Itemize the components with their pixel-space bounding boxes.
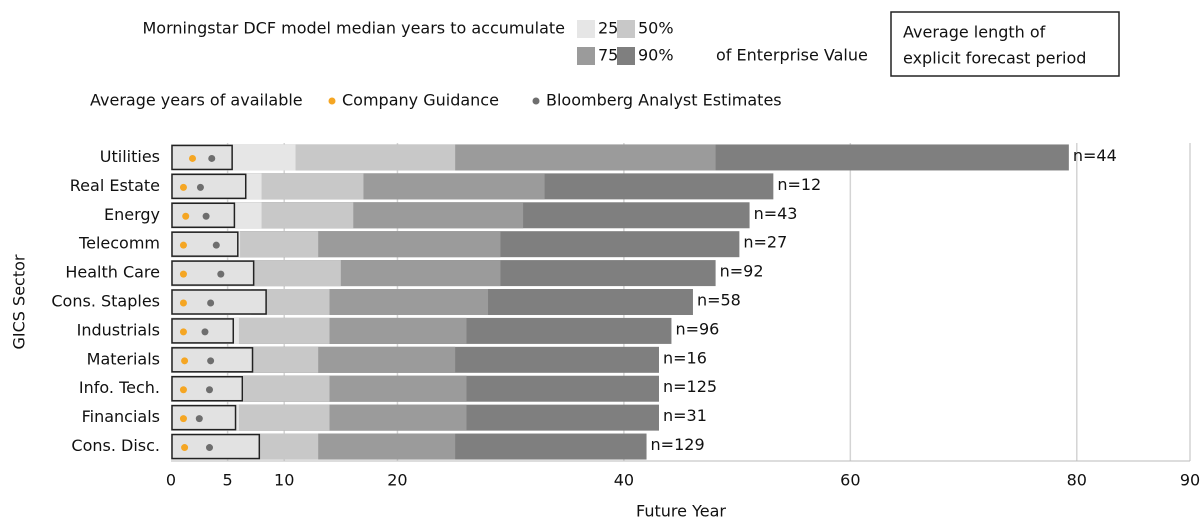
n-label: n=16 — [663, 348, 707, 367]
legend-label: 50% — [638, 19, 674, 38]
legend-label: Company Guidance — [342, 91, 499, 110]
n-label: n=58 — [697, 291, 741, 310]
dot — [179, 386, 187, 394]
y-tick-label: Industrials — [77, 320, 160, 339]
x-tick-label: 10 — [274, 471, 294, 490]
n-label: n=31 — [663, 406, 707, 425]
y-axis-label: GICS Sector — [10, 254, 29, 349]
y-tick-label: Health Care — [65, 263, 160, 282]
y-tick-label: Energy — [104, 205, 160, 224]
x-tick-label: 60 — [840, 471, 860, 490]
n-label: n=129 — [651, 435, 705, 454]
dot — [196, 183, 204, 191]
y-tick-label: Materials — [87, 349, 160, 368]
n-label: n=96 — [675, 319, 719, 338]
dot — [179, 328, 187, 336]
x-axis-label: Future Year — [636, 502, 726, 521]
legend-swatch — [577, 47, 595, 65]
x-tick-label: 20 — [387, 471, 407, 490]
box-legend-line: explicit forecast period — [903, 49, 1086, 68]
legend-dot — [532, 97, 540, 105]
dot — [202, 212, 210, 220]
n-label: n=27 — [743, 233, 787, 252]
legend-suffix: of Enterprise Value — [716, 46, 868, 65]
n-label: n=43 — [754, 204, 798, 223]
dot — [195, 415, 203, 423]
n-label: n=92 — [720, 262, 764, 281]
legend-dot — [328, 97, 336, 105]
n-label: n=12 — [777, 175, 821, 194]
legend-swatch — [617, 47, 635, 65]
dot — [179, 299, 187, 307]
box-legend-line: Average length of — [903, 23, 1046, 42]
x-tick-label: 90 — [1180, 471, 1200, 490]
dot — [205, 444, 213, 452]
x-tick-label: 0 — [166, 471, 176, 490]
legend-swatch — [617, 20, 635, 38]
n-label: n=125 — [663, 377, 717, 396]
dot — [207, 357, 215, 365]
legend-swatch — [577, 20, 595, 38]
dot — [201, 328, 209, 336]
dot — [179, 270, 187, 278]
forecast-box — [171, 144, 233, 171]
dot — [212, 241, 220, 249]
y-tick-label: Financials — [82, 407, 160, 426]
dots-legend-title: Average years of available — [90, 91, 303, 110]
dot — [179, 415, 187, 423]
dot — [181, 357, 189, 365]
y-tick-label: Real Estate — [70, 176, 160, 195]
dot — [208, 154, 216, 162]
forecast-box — [171, 289, 267, 315]
dot — [179, 183, 187, 191]
dot — [189, 154, 197, 162]
dot — [207, 299, 215, 307]
dot — [182, 212, 190, 220]
dot — [181, 444, 189, 452]
dot — [179, 241, 187, 249]
legend-label: Bloomberg Analyst Estimates — [546, 91, 782, 110]
legend-title: Morningstar DCF model median years to ac… — [143, 19, 566, 38]
legend-label: 90% — [638, 46, 674, 65]
y-tick-label: Cons. Disc. — [71, 436, 160, 455]
y-tick-label: Utilities — [100, 147, 160, 166]
y-tick-label: Info. Tech. — [79, 378, 160, 397]
x-tick-label: 80 — [1067, 471, 1087, 490]
box-legend-frame — [890, 11, 1120, 77]
y-tick-label: Telecomm — [78, 234, 160, 253]
x-tick-label: 5 — [223, 471, 233, 490]
n-label: n=44 — [1073, 146, 1117, 165]
dot — [205, 386, 213, 394]
x-tick-label: 40 — [614, 471, 634, 490]
dot — [217, 270, 225, 278]
y-tick-label: Cons. Staples — [51, 292, 160, 311]
